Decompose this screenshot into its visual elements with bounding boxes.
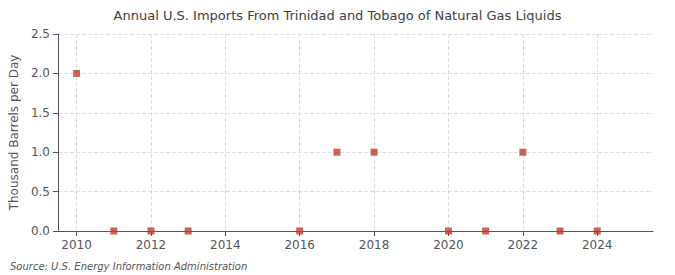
svg-text:Annual U.S. Imports From Trini: Annual U.S. Imports From Trinidad and To… — [114, 8, 562, 23]
svg-text:2.0: 2.0 — [31, 66, 50, 80]
svg-text:2010: 2010 — [61, 238, 92, 252]
svg-text:0.5: 0.5 — [31, 185, 50, 199]
svg-text:0.0: 0.0 — [31, 224, 50, 238]
svg-text:2.5: 2.5 — [31, 27, 50, 41]
svg-text:2018: 2018 — [359, 238, 390, 252]
svg-text:2020: 2020 — [433, 238, 464, 252]
svg-text:2012: 2012 — [136, 238, 167, 252]
svg-text:1.0: 1.0 — [31, 145, 50, 159]
svg-text:2014: 2014 — [210, 238, 241, 252]
svg-text:2024: 2024 — [582, 238, 613, 252]
svg-text:Source: U.S. Energy Informatio: Source: U.S. Energy Information Administ… — [10, 261, 247, 272]
svg-text:2022: 2022 — [508, 238, 539, 252]
svg-text:2016: 2016 — [284, 238, 315, 252]
svg-text:Thousand Barrels per Day: Thousand Barrels per Day — [7, 55, 21, 212]
svg-text:1.5: 1.5 — [31, 106, 50, 120]
